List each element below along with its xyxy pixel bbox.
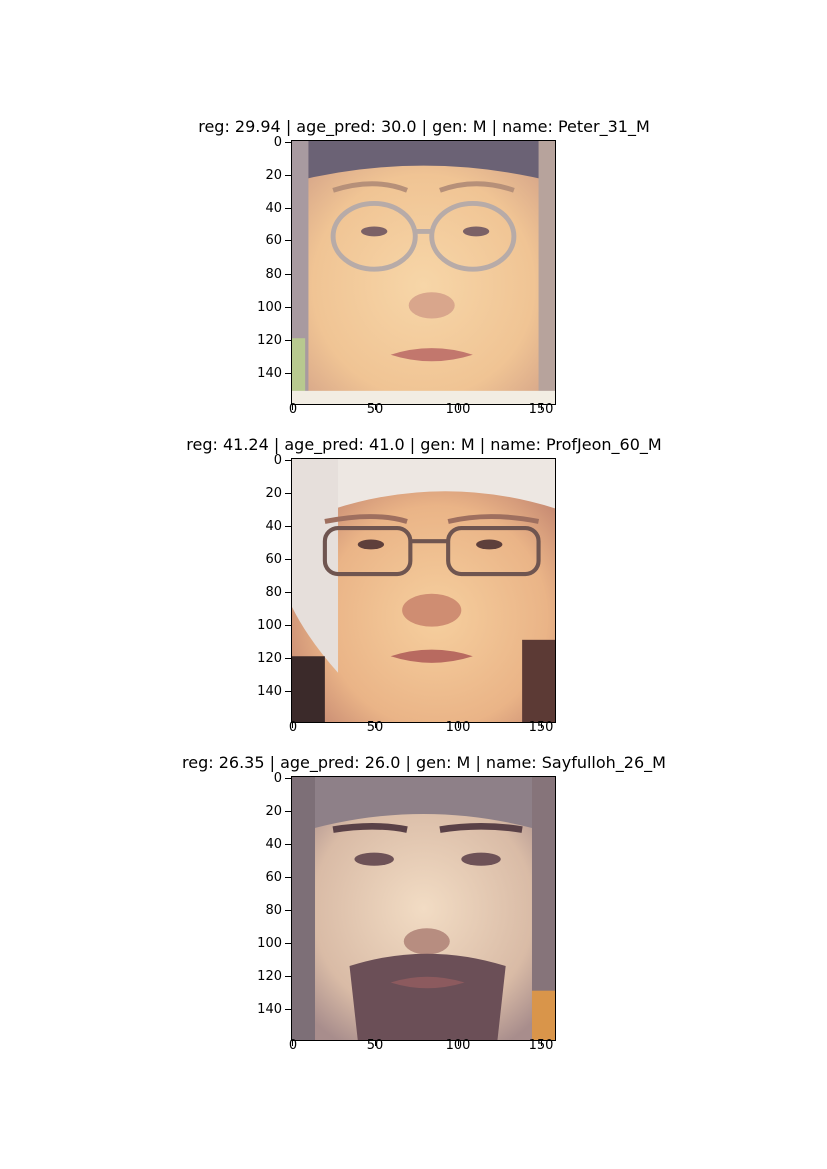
y-tick-label: 20 <box>265 804 282 819</box>
y-tick-mark <box>285 811 291 812</box>
image-axes <box>291 458 556 723</box>
y-tick-label: 20 <box>265 168 282 183</box>
y-tick-mark <box>285 559 291 560</box>
y-tick-mark <box>285 778 291 779</box>
x-tick-label: 100 <box>445 720 471 735</box>
x-tick-label: 50 <box>366 1038 384 1053</box>
x-tick-label: 50 <box>366 720 384 735</box>
y-tick-label: 0 <box>273 771 282 786</box>
y-tick-label: 40 <box>265 201 282 216</box>
y-tick-mark <box>285 340 291 341</box>
x-tick-label: 50 <box>366 402 384 417</box>
panel-title: reg: 41.24 | age_pred: 41.0 | gen: M | n… <box>186 435 662 454</box>
y-tick-mark <box>285 943 291 944</box>
y-tick-label: 60 <box>265 552 282 567</box>
face-image <box>292 777 555 1040</box>
x-tick-label: 150 <box>528 1038 554 1053</box>
y-tick-label: 100 <box>257 936 282 951</box>
x-tick-mark <box>375 1041 376 1046</box>
y-tick-mark <box>285 493 291 494</box>
face-image <box>292 459 555 722</box>
x-tick-label: 150 <box>528 402 554 417</box>
y-tick-label: 0 <box>273 453 282 468</box>
face-image <box>292 141 555 404</box>
y-tick-mark <box>285 592 291 593</box>
x-tick-label: 100 <box>445 1038 471 1053</box>
x-tick-label: 150 <box>528 720 554 735</box>
x-tick-label: 0 <box>288 1038 298 1053</box>
y-tick-label: 0 <box>273 135 282 150</box>
y-tick-label: 60 <box>265 233 282 248</box>
image-axes <box>291 776 556 1041</box>
y-tick-label: 40 <box>265 519 282 534</box>
y-tick-label: 100 <box>257 618 282 633</box>
panel-title: reg: 26.35 | age_pred: 26.0 | gen: M | n… <box>182 753 666 772</box>
y-tick-mark <box>285 274 291 275</box>
panel-title: reg: 29.94 | age_pred: 30.0 | gen: M | n… <box>198 117 650 136</box>
x-tick-mark <box>541 405 542 410</box>
x-tick-mark <box>541 1041 542 1046</box>
y-tick-label: 100 <box>257 300 282 315</box>
y-tick-label: 140 <box>257 684 282 699</box>
y-tick-mark <box>285 1009 291 1010</box>
y-tick-mark <box>285 240 291 241</box>
y-tick-label: 140 <box>257 1002 282 1017</box>
y-tick-mark <box>285 976 291 977</box>
y-tick-mark <box>285 844 291 845</box>
y-tick-label: 120 <box>257 651 282 666</box>
y-tick-label: 80 <box>265 267 282 282</box>
x-tick-mark <box>375 405 376 410</box>
x-tick-mark <box>458 723 459 728</box>
y-tick-mark <box>285 175 291 176</box>
y-tick-label: 20 <box>265 486 282 501</box>
x-tick-label: 0 <box>288 720 298 735</box>
y-tick-label: 60 <box>265 870 282 885</box>
y-tick-label: 120 <box>257 333 282 348</box>
x-tick-mark <box>458 1041 459 1046</box>
x-tick-label: 100 <box>445 402 471 417</box>
y-tick-mark <box>285 877 291 878</box>
y-tick-mark <box>285 526 291 527</box>
x-tick-mark <box>292 405 293 410</box>
y-tick-mark <box>285 208 291 209</box>
y-tick-label: 80 <box>265 903 282 918</box>
y-tick-mark <box>285 625 291 626</box>
x-tick-mark <box>375 723 376 728</box>
y-tick-label: 140 <box>257 366 282 381</box>
x-tick-mark <box>458 405 459 410</box>
y-tick-mark <box>285 658 291 659</box>
y-tick-mark <box>285 373 291 374</box>
y-tick-mark <box>285 910 291 911</box>
y-tick-mark <box>285 142 291 143</box>
x-tick-label: 0 <box>288 402 298 417</box>
y-tick-mark <box>285 691 291 692</box>
x-tick-mark <box>292 723 293 728</box>
x-tick-mark <box>292 1041 293 1046</box>
y-tick-mark <box>285 460 291 461</box>
image-axes <box>291 140 556 405</box>
y-tick-label: 80 <box>265 585 282 600</box>
y-tick-label: 40 <box>265 837 282 852</box>
y-tick-mark <box>285 307 291 308</box>
x-tick-mark <box>541 723 542 728</box>
y-tick-label: 120 <box>257 969 282 984</box>
